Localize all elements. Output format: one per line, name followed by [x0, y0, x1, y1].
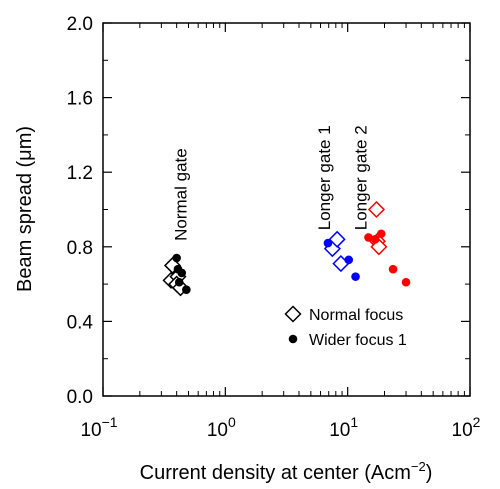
legend: Normal focus Wider focus 1 [284, 305, 407, 349]
data-points [162, 200, 411, 297]
annotation-label: Longer gate 2 [351, 125, 370, 230]
data-point-circle [182, 285, 191, 294]
x-tick-label: 101 [329, 414, 358, 441]
plot-area [102, 22, 471, 397]
data-point-circle [376, 229, 386, 239]
data-point-circle [344, 255, 354, 265]
axis-ticks [102, 22, 471, 397]
y-tick-label: 1.2 [67, 163, 93, 184]
y-axis-title: Beam spread (μm) [14, 126, 36, 292]
data-point-circle [388, 264, 398, 274]
data-point-circle [370, 235, 380, 244]
y-tick-label: 2.0 [67, 14, 93, 35]
legend-label: Wider focus 1 [309, 332, 407, 349]
data-point-circle [323, 238, 333, 248]
x-tick-label: 10−1 [80, 414, 117, 441]
x-axis-title: Current density at center (Acm−2) [140, 459, 433, 484]
data-point-circle [364, 233, 373, 242]
data-point-diamond [367, 200, 386, 219]
data-point-circle [351, 272, 360, 281]
annotations: Normal gate Longer gate 1 Longer gate 2 [171, 125, 370, 241]
y-tick-label: 0.8 [67, 238, 93, 259]
data-point-diamond [284, 305, 302, 323]
annotation-label: Normal gate [171, 148, 190, 241]
legend-label: Normal focus [309, 307, 403, 324]
annotation-label: Longer gate 1 [315, 125, 334, 230]
tick-labels: 10−1 100 101 102 0.0 0.4 0.8 1.2 1.6 2.0 [67, 14, 481, 441]
x-tick-label: 102 [452, 414, 481, 441]
data-point-circle [174, 277, 184, 287]
x-tick-label: 100 [207, 414, 236, 441]
y-tick-label: 0.0 [67, 387, 93, 408]
data-point-diamond [328, 230, 346, 248]
y-tick-label: 0.4 [67, 312, 94, 333]
data-point-circle [401, 277, 411, 287]
y-tick-label: 1.6 [67, 89, 93, 110]
data-point-circle [177, 268, 187, 278]
data-point-circle [288, 334, 298, 344]
data-point-circle [172, 253, 181, 263]
